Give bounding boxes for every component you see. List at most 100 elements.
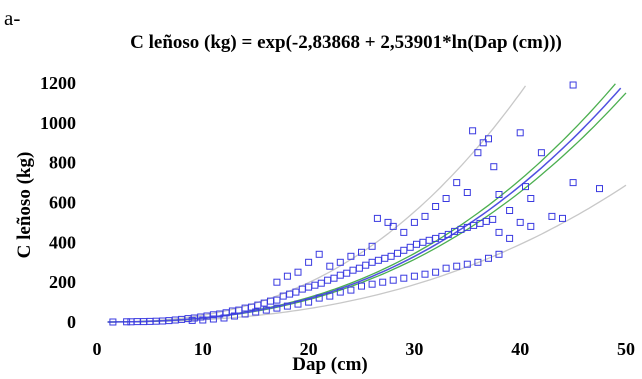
- data-point: [425, 236, 433, 244]
- y-tick-label: 200: [49, 272, 76, 292]
- data-point: [559, 214, 566, 222]
- data-point: [516, 129, 524, 137]
- data-point: [362, 261, 370, 269]
- data-point: [463, 260, 471, 268]
- data-point: [381, 254, 389, 262]
- data-point: [292, 288, 300, 296]
- data-point: [469, 127, 477, 135]
- x-tick-label: 30: [405, 339, 423, 359]
- data-point: [241, 310, 249, 318]
- data-point: [495, 191, 503, 198]
- data-point: [482, 217, 490, 225]
- y-axis-label: C leñoso (kg): [14, 152, 35, 259]
- data-point: [421, 212, 429, 220]
- data-point: [311, 281, 319, 289]
- data-point: [527, 222, 535, 230]
- data-point: [294, 300, 302, 308]
- confidence-upper-line: [107, 83, 616, 323]
- data-point: [273, 278, 281, 286]
- data-point: [485, 135, 492, 143]
- prediction-upper-line: [107, 85, 527, 323]
- data-point: [442, 195, 450, 202]
- data-point: [355, 264, 363, 272]
- data-point: [389, 276, 397, 284]
- data-point: [358, 282, 365, 290]
- data-point: [489, 215, 497, 223]
- data-point: [413, 240, 420, 248]
- data-point: [209, 315, 217, 323]
- y-tick-label: 800: [49, 153, 76, 173]
- data-point: [373, 214, 381, 222]
- data-point: [400, 246, 408, 254]
- data-point: [283, 272, 291, 280]
- data-point: [324, 276, 332, 284]
- data-points: [109, 81, 603, 326]
- data-point: [387, 252, 395, 260]
- fit-curves: [107, 83, 627, 323]
- data-point: [394, 249, 401, 257]
- data-point: [410, 272, 418, 280]
- data-point: [453, 262, 461, 270]
- data-point: [419, 238, 427, 246]
- data-point: [326, 292, 334, 300]
- chart-title: C leñoso (kg) = exp(-2,83868 + 2,53901*l…: [130, 32, 562, 53]
- data-point: [368, 258, 376, 266]
- x-axis-label: Dap (cm): [292, 354, 367, 375]
- data-point: [374, 256, 382, 264]
- data-point: [442, 264, 450, 272]
- data-point: [485, 254, 492, 262]
- data-point: [474, 258, 482, 266]
- axes: 0 10 20 30 40 50 0 200 400 600 800 1000 1200 Dap (cm)…: [14, 73, 635, 375]
- data-point: [330, 274, 338, 282]
- x-tick-label: 0: [93, 339, 102, 359]
- data-point: [406, 243, 414, 251]
- x-tick-label: 10: [194, 339, 212, 359]
- data-point: [569, 81, 577, 89]
- data-point: [305, 283, 313, 291]
- data-point: [294, 268, 302, 276]
- y-tick-label: 0: [67, 312, 76, 332]
- data-point: [347, 252, 355, 260]
- data-point: [368, 280, 376, 288]
- data-point: [343, 269, 351, 277]
- data-point: [273, 304, 281, 312]
- data-point: [336, 258, 344, 266]
- data-point: [358, 248, 365, 256]
- confidence-lower-line: [107, 92, 627, 323]
- x-tick-label: 50: [617, 339, 635, 359]
- data-point: [273, 296, 281, 304]
- data-point: [453, 179, 461, 187]
- data-point: [463, 189, 471, 196]
- data-point: [495, 228, 503, 236]
- y-tick-label: 400: [49, 232, 76, 252]
- data-point: [252, 308, 260, 316]
- data-point: [400, 228, 408, 236]
- data-point: [262, 306, 270, 314]
- y-tick-label: 1000: [40, 113, 76, 133]
- data-point: [490, 163, 498, 171]
- data-point: [400, 274, 408, 282]
- data-point: [315, 250, 323, 258]
- data-point: [220, 314, 228, 322]
- prediction-lower-line: [107, 184, 627, 323]
- data-point: [368, 242, 376, 250]
- data-point: [516, 218, 524, 226]
- data-point: [495, 250, 503, 258]
- x-tick-label: 20: [300, 339, 318, 359]
- data-point: [548, 212, 556, 220]
- data-point: [305, 258, 313, 266]
- data-point: [336, 288, 344, 296]
- data-point: [506, 207, 514, 214]
- data-point: [389, 222, 397, 230]
- data-point: [569, 179, 577, 187]
- data-point: [305, 298, 313, 306]
- data-point: [349, 266, 357, 274]
- data-point: [421, 270, 429, 278]
- data-point: [379, 278, 387, 286]
- data-point: [188, 316, 196, 324]
- data-point: [479, 139, 487, 147]
- data-point: [231, 312, 238, 320]
- data-point: [283, 302, 291, 310]
- data-point: [109, 318, 117, 326]
- data-point: [123, 318, 131, 326]
